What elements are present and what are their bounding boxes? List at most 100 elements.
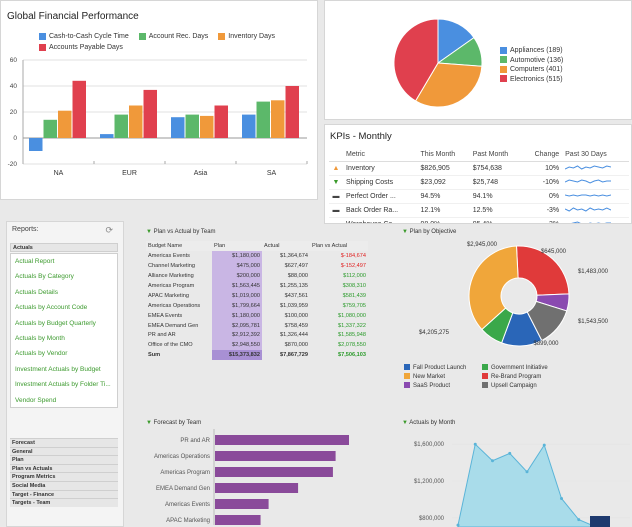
bar[interactable] bbox=[171, 117, 185, 138]
report-link[interactable]: Actual Report bbox=[15, 258, 55, 265]
table-row[interactable]: EMEA Events $1,180,000 $100,000 $1,080,000 bbox=[146, 310, 368, 321]
pie-slice[interactable] bbox=[393, 18, 439, 102]
bar[interactable] bbox=[215, 435, 349, 445]
bar[interactable] bbox=[200, 115, 214, 138]
data-point[interactable] bbox=[473, 442, 477, 446]
bar[interactable] bbox=[215, 451, 336, 461]
bar[interactable] bbox=[215, 499, 269, 509]
report-link[interactable]: Vendor Spend bbox=[15, 396, 57, 404]
legend-entry[interactable]: Cash-to-Cash Cycle Time bbox=[39, 31, 129, 42]
bar[interactable] bbox=[271, 100, 285, 138]
data-point[interactable] bbox=[508, 451, 512, 455]
data-point[interactable] bbox=[560, 496, 563, 500]
report-section[interactable]: Plan bbox=[10, 455, 118, 464]
reports-section-active[interactable]: Actuals bbox=[10, 243, 118, 252]
bar[interactable] bbox=[129, 105, 143, 139]
report-link[interactable]: Actuals by Month bbox=[15, 334, 65, 342]
refresh-icon[interactable]: ⟳ bbox=[105, 225, 113, 235]
area-series[interactable] bbox=[457, 443, 597, 527]
bar[interactable] bbox=[242, 114, 256, 138]
legend-entry[interactable]: Government Initiative bbox=[482, 364, 622, 373]
table-row[interactable]: Americas Operations $1,799,664 $1,039,959 $… bbox=[146, 300, 368, 311]
kpi-row[interactable]: ▲ Inventory $826,905 $754,638 10% bbox=[329, 161, 629, 176]
report-link[interactable]: Investment Actuals by Folder Ti... bbox=[15, 381, 111, 389]
forecast-title: Forecast by Team bbox=[153, 420, 202, 426]
table-row[interactable]: Alliance Marketing $200,000 $88,000 $112,00… bbox=[146, 270, 368, 281]
legend-entry[interactable]: Upsell Campaign bbox=[482, 382, 622, 391]
legend-entry[interactable]: SaaS Product bbox=[404, 382, 482, 391]
legend-entry[interactable]: New Market bbox=[404, 373, 482, 382]
kpi-row[interactable]: ▬ Back Order Ra... 12.1% 12.5% -3% bbox=[329, 203, 629, 218]
bar[interactable] bbox=[214, 105, 229, 139]
report-link[interactable]: Actuals Details bbox=[15, 288, 58, 296]
legend-entry[interactable]: Appliances (189) bbox=[500, 46, 563, 56]
table-row[interactable]: PR and AR $2,912,392 $1,326,444 $1,585,948 bbox=[146, 330, 368, 341]
report-section[interactable]: Target - Finance bbox=[10, 489, 118, 499]
report-section[interactable]: Forecast bbox=[10, 438, 118, 447]
pva-header-plan[interactable]: Plan bbox=[212, 241, 262, 251]
table-row[interactable]: APAC Marketing $1,019,000 $437,561 $581,439 bbox=[146, 290, 368, 301]
legend-entry[interactable]: Fall Product Launch bbox=[404, 364, 482, 373]
legend-entry[interactable]: Inventory Days bbox=[218, 31, 275, 42]
data-point[interactable] bbox=[577, 518, 581, 522]
data-point[interactable] bbox=[525, 470, 529, 474]
bar[interactable] bbox=[590, 516, 610, 527]
bar[interactable] bbox=[143, 89, 158, 138]
bar[interactable] bbox=[43, 119, 58, 138]
kpi-header-trend[interactable]: Past 30 Days bbox=[562, 149, 629, 162]
bar[interactable] bbox=[100, 134, 114, 138]
pie-slice[interactable] bbox=[468, 245, 519, 331]
legend-entry[interactable]: Electronics (515) bbox=[500, 75, 563, 85]
report-link[interactable]: Actuals by Budget Quarterly bbox=[15, 319, 96, 327]
bar[interactable] bbox=[215, 467, 333, 477]
legend-entry[interactable]: Accounts Payable Days bbox=[39, 42, 123, 53]
kpi-header-metric[interactable]: Metric bbox=[343, 149, 418, 162]
pva-header-name[interactable]: Budget Name bbox=[146, 241, 212, 251]
report-section[interactable]: Targets - Team bbox=[10, 498, 118, 507]
report-section[interactable]: Plan vs Actuals bbox=[10, 463, 118, 473]
pva-header-actual[interactable]: Actual bbox=[262, 241, 310, 251]
table-row[interactable]: Americas Program $1,563,445 $1,255,135 $308… bbox=[146, 280, 368, 291]
report-section[interactable]: Program Metrics bbox=[10, 472, 118, 481]
kpi-row[interactable]: ▬ Warehouse Ca... 98.0% 95.4% 3% bbox=[329, 217, 629, 223]
pie-slice[interactable] bbox=[515, 245, 570, 296]
bar[interactable] bbox=[215, 515, 261, 525]
table-row[interactable]: Americas Events $1,180,000 $1,364,674 $-184… bbox=[146, 251, 368, 261]
bar[interactable] bbox=[256, 101, 271, 138]
bar[interactable] bbox=[58, 110, 72, 138]
kpi-row[interactable]: ▼ Shipping Costs $23,092 $25,748 -10% bbox=[329, 175, 629, 190]
actual-value: $627,497 bbox=[284, 262, 308, 269]
report-link[interactable]: Actuals By Category bbox=[15, 273, 74, 281]
pie-slice[interactable] bbox=[414, 62, 483, 108]
kpi-header-this-month[interactable]: This Month bbox=[417, 149, 470, 162]
legend-entry[interactable]: Re-Brand Program bbox=[482, 373, 622, 382]
pva-header-pva[interactable]: Plan vs Actual bbox=[310, 241, 368, 251]
report-link[interactable]: Investment Actuals by Budget bbox=[15, 365, 101, 373]
report-section[interactable]: Social Media bbox=[10, 480, 118, 490]
bar[interactable] bbox=[29, 138, 43, 151]
report-link[interactable]: Actuals by Account Code bbox=[15, 304, 88, 312]
legend-entry[interactable]: Automotive (136) bbox=[500, 56, 563, 66]
collapse-icon[interactable]: ▼ bbox=[146, 229, 152, 235]
collapse-icon[interactable]: ▼ bbox=[146, 420, 152, 426]
data-point[interactable] bbox=[491, 459, 494, 463]
table-row[interactable]: Office of the CMO $2,948,550 $870,000 $2,07… bbox=[146, 340, 368, 351]
collapse-icon[interactable]: ▼ bbox=[402, 420, 408, 426]
bar[interactable] bbox=[285, 86, 300, 138]
report-link[interactable]: Actuals by Vendor bbox=[15, 350, 68, 358]
table-row[interactable]: Channel Marketing $475,000 $627,497 $-152,4… bbox=[146, 260, 368, 271]
legend-entry[interactable]: Computers (401) bbox=[500, 65, 563, 75]
table-row[interactable]: EMEA Demand Gen $2,095,781 $758,459 $1,337,… bbox=[146, 320, 368, 331]
bar[interactable] bbox=[215, 483, 299, 493]
collapse-icon[interactable]: ▼ bbox=[402, 229, 408, 235]
data-point[interactable] bbox=[456, 523, 460, 527]
kpi-row[interactable]: ▬ Perfect Order ... 94.5% 94.1% 0% bbox=[329, 189, 629, 204]
bar[interactable] bbox=[185, 114, 200, 138]
kpi-header-past-month[interactable]: Past Month bbox=[469, 149, 523, 162]
bar[interactable] bbox=[114, 114, 129, 138]
legend-entry[interactable]: Account Rec. Days bbox=[138, 31, 208, 42]
data-point[interactable] bbox=[542, 443, 546, 447]
report-section[interactable]: General bbox=[10, 446, 118, 456]
kpi-header-change[interactable]: Change bbox=[522, 149, 563, 162]
bar[interactable] bbox=[72, 80, 87, 138]
